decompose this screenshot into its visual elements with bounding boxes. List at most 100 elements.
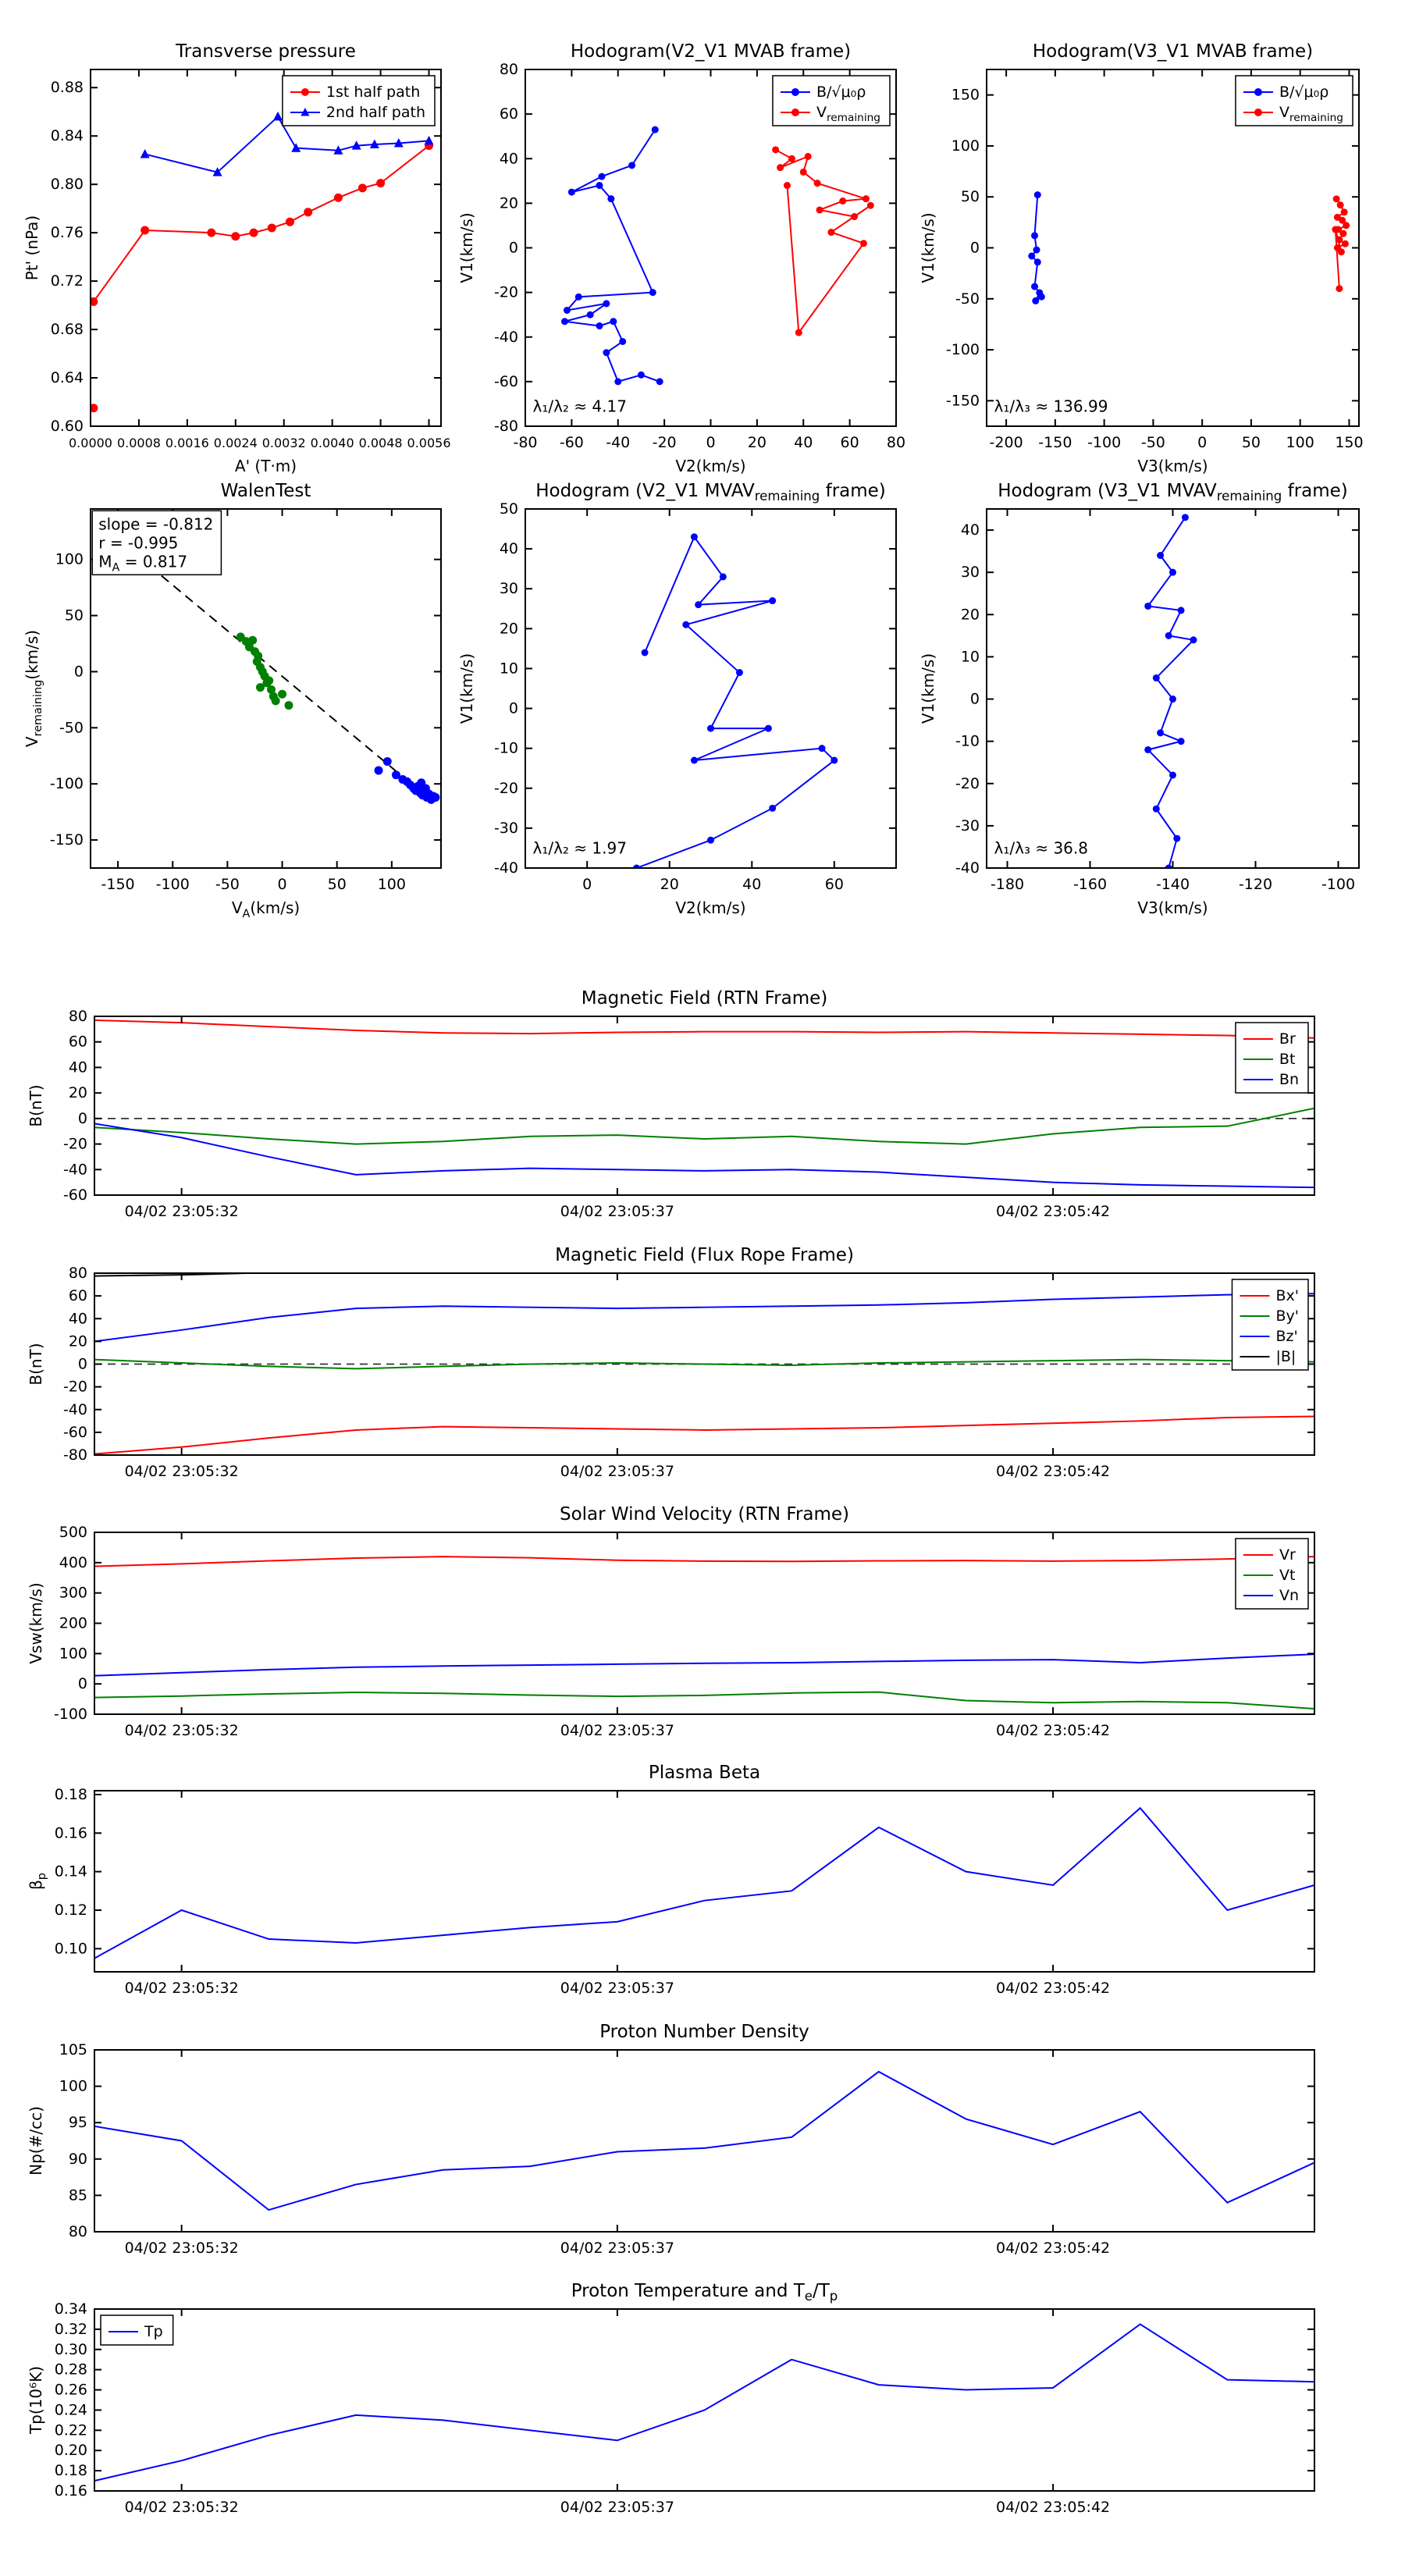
- series-line: [94, 2070, 1314, 2211]
- y-tick-label: -20: [494, 284, 518, 301]
- marker: [831, 756, 838, 764]
- y-tick-label: 0.18: [55, 2462, 87, 2479]
- marker: [641, 649, 649, 656]
- x-tick-label: 04/02 23:05:37: [560, 2240, 674, 2257]
- y-tick-label: 85: [69, 2186, 87, 2204]
- marker: [859, 240, 867, 247]
- marker: [764, 724, 772, 732]
- plot-hodogram-v2v1-mvab: Hodogram(V2_V1 MVAB frame) -80 -60 -40 -20 0 2…: [457, 41, 905, 475]
- y-axis-label: Tp(10⁶K): [27, 2366, 45, 2435]
- plot-title: Hodogram (V3_V1 MVAVremaining frame): [998, 481, 1348, 503]
- marker: [596, 322, 603, 329]
- y-axis-label: Np(#/cc): [27, 2106, 45, 2176]
- y-tick-label: 20: [69, 1332, 87, 1350]
- x-axis-label: A' (T·m): [235, 457, 297, 475]
- y-tick-label: 0: [509, 700, 518, 717]
- series-Br: [94, 1019, 1314, 1039]
- marker: [1033, 191, 1041, 199]
- y-tick-label: -50: [59, 719, 84, 736]
- marker: [1339, 229, 1347, 237]
- plot-title: Hodogram(V3_V1 MVAB frame): [1033, 41, 1313, 62]
- x-tick-label: 20: [660, 876, 679, 893]
- legend-label: 1st half path: [326, 84, 420, 101]
- x-tick-label: 04/02 23:05:42: [996, 1980, 1110, 1997]
- y-tick-label: 0.72: [51, 272, 84, 290]
- x-tick-label: 60: [841, 434, 859, 451]
- y-tick-label: 0.64: [51, 369, 84, 386]
- marker: [267, 685, 276, 694]
- marker: [610, 318, 617, 326]
- marker: [596, 182, 603, 190]
- marker: [567, 188, 575, 196]
- marker: [1165, 632, 1172, 639]
- series-|B|: [94, 1273, 276, 1277]
- marker: [207, 228, 216, 237]
- y-axis-label: B(nT): [27, 1084, 45, 1126]
- y-tick-label: 0.26: [55, 2382, 87, 2399]
- x-tick-label: -180: [991, 876, 1024, 893]
- x-tick-label: 100: [378, 876, 406, 893]
- y-tick-label: -60: [63, 1424, 87, 1441]
- marker: [376, 179, 386, 188]
- axes-frame: [94, 2308, 1315, 2492]
- x-tick-label: 0.0032: [262, 436, 306, 450]
- series-Vr: [94, 1556, 1314, 1567]
- y-axis-label: Vremaining(km/s): [23, 630, 44, 747]
- axes-frame: [94, 1532, 1315, 1715]
- x-tick-label: 0.0048: [359, 436, 403, 450]
- marker: [656, 378, 663, 386]
- y-tick-label: 20: [69, 1084, 87, 1101]
- marker: [769, 804, 777, 812]
- marker: [424, 135, 434, 145]
- marker: [619, 337, 627, 345]
- marker: [1190, 636, 1197, 644]
- marker: [431, 792, 440, 802]
- x-tick-label: 04/02 23:05:32: [125, 1722, 239, 1739]
- y-tick-label: 60: [69, 1034, 87, 1051]
- y-tick-label: -20: [63, 1379, 87, 1396]
- y-tick-label: 0.34: [55, 2300, 87, 2318]
- y-tick-label: 400: [59, 1554, 87, 1571]
- y-axis-label: βp: [27, 1873, 48, 1890]
- legend: Tp: [100, 2314, 174, 2346]
- y-axis-label: B(nT): [27, 1343, 45, 1385]
- marker: [1037, 293, 1045, 301]
- x-tick-label: -160: [1073, 876, 1107, 893]
- y-tick-label: -100: [50, 775, 84, 792]
- marker: [603, 300, 610, 308]
- x-tick-label: -150: [1038, 434, 1072, 451]
- series-Bt: [94, 1107, 1314, 1145]
- y-tick-label: 0.22: [55, 2421, 87, 2439]
- marker: [560, 318, 568, 326]
- x-tick-label: 04/02 23:05:37: [560, 1980, 674, 1997]
- series-1st half path: [93, 144, 430, 303]
- marker: [1340, 208, 1348, 216]
- annotation: λ₁/λ₂ ≈ 1.97: [533, 839, 627, 858]
- marker: [374, 766, 383, 775]
- y-tick-label: 0: [509, 240, 518, 257]
- x-tick-label: 04/02 23:05:32: [125, 1463, 239, 1480]
- x-tick-label: 0: [278, 876, 287, 893]
- y-tick-label: 0.68: [51, 321, 84, 338]
- plot-title: Proton Number Density: [599, 2022, 809, 2042]
- y-tick-label: 80: [69, 1008, 87, 1025]
- y-tick-label: 40: [500, 150, 518, 167]
- y-tick-label: 0: [970, 691, 980, 708]
- axes-frame: [94, 2049, 1315, 2233]
- marker: [827, 229, 835, 237]
- x-tick-label: 40: [742, 876, 761, 893]
- marker: [1336, 285, 1343, 293]
- marker: [707, 836, 714, 844]
- marker: [1169, 696, 1176, 703]
- marker: [255, 683, 265, 692]
- marker: [272, 111, 283, 121]
- plot-title: Magnetic Field (Flux Rope Frame): [555, 1245, 854, 1265]
- plot-title: Transverse pressure: [175, 41, 356, 62]
- x-tick-label: 50: [1242, 434, 1261, 451]
- x-tick-label: -60: [560, 434, 584, 451]
- marker: [707, 724, 714, 732]
- y-tick-label: 500: [59, 1524, 87, 1541]
- marker: [1028, 252, 1036, 260]
- y-tick-label: 200: [59, 1615, 87, 1632]
